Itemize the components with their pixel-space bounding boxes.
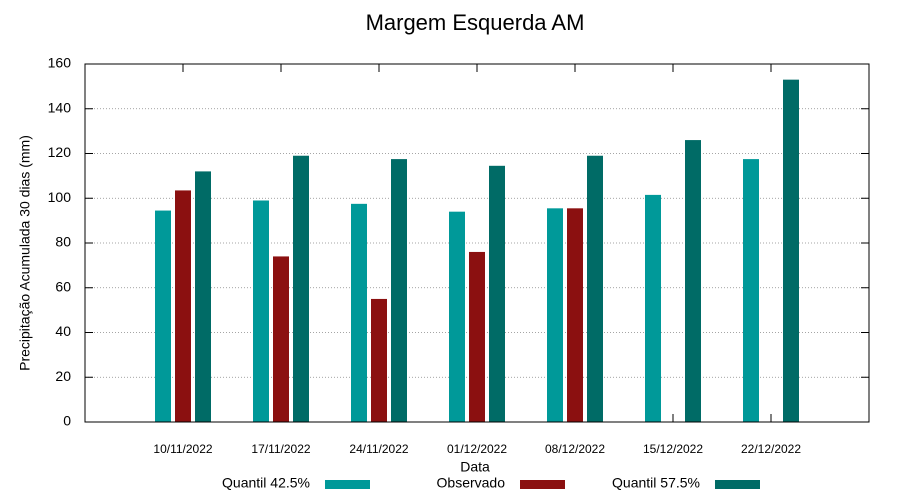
bar [371,298,387,422]
x-tick-label: 24/11/2022 [349,442,408,456]
y-axis-label: Precipitação Acumulada 30 dias (mm) [17,135,33,371]
x-tick-label: 01/12/2022 [447,442,507,456]
x-tick-label: 17/11/2022 [251,442,310,456]
plot-frame [84,63,870,423]
bar [685,140,701,422]
y-tick-label: 60 [55,278,71,294]
y-tick-label: 40 [55,323,71,339]
bar [273,256,289,422]
y-tick-label: 20 [55,368,71,384]
legend-label: Quantil 57.5% [612,475,700,491]
x-tick-label: 22/12/2022 [741,442,801,456]
y-tick-label: 160 [48,55,72,71]
chart-title: Margem Esquerda AM [366,10,585,35]
legend-swatch [520,480,565,489]
bar [293,155,309,423]
x-tick-label: 10/11/2022 [153,442,212,456]
y-tick-label: 120 [48,144,72,160]
bar [489,165,505,422]
bar [351,203,367,422]
bar [743,159,759,422]
bar [155,210,171,422]
bar [391,159,407,422]
y-tick-label: 0 [63,413,71,429]
x-tick-label: 15/12/2022 [643,442,703,456]
y-tick-label: 140 [48,99,72,115]
legend-label: Observado [437,475,506,491]
legend-swatch [715,480,760,489]
bar [587,155,603,423]
bar [567,208,583,422]
bar [195,171,211,422]
y-tick-label: 80 [55,234,71,250]
y-tick-label: 100 [48,189,72,205]
bar [645,194,661,422]
bar [175,190,191,422]
bar [547,208,563,422]
bar [253,200,269,422]
bar [469,251,485,422]
legend-swatch [325,480,370,489]
bar [449,211,465,422]
legend-label: Quantil 42.5% [222,475,310,491]
bar [783,79,799,422]
x-tick-label: 08/12/2022 [545,442,605,456]
x-axis-label: Data [460,459,490,475]
